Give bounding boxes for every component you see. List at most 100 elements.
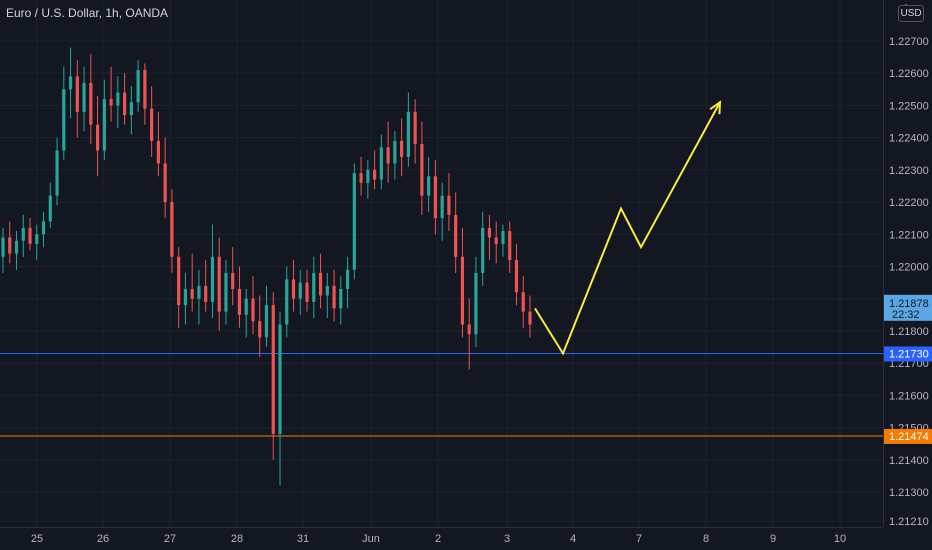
candle-body [508,231,512,261]
candle [8,221,12,264]
candle [21,214,25,257]
candle-body [325,285,329,296]
candle [217,237,221,331]
candle [386,121,390,183]
candle [150,86,154,157]
currency-button[interactable]: USD [898,5,924,22]
candle-body [427,176,431,196]
time-axis[interactable]: 25 26 27 28 31 Jun 2 3 4 7 8 9 10 [31,533,846,545]
candle-body [68,76,73,90]
candle-body [48,195,52,222]
candle-body [359,173,363,183]
candle-body [305,282,309,302]
candle [123,73,127,125]
candles [1,47,532,486]
candle [285,266,289,338]
candle [116,76,120,128]
candle-body [264,305,269,338]
candle [447,173,451,232]
candle [177,247,181,328]
candle [305,269,309,312]
candle-body [217,256,221,312]
candle-body [467,324,471,335]
candle [271,292,275,460]
candle [528,295,532,338]
candle-body [487,227,492,238]
candle [298,269,302,315]
candle-body [393,140,397,164]
candle [291,260,296,312]
candle-body [14,240,19,254]
candle-body [291,279,296,299]
current-price-tag [884,294,932,321]
projection-polyline[interactable] [534,101,721,356]
candle-body [197,285,201,299]
candle-body [251,298,255,322]
candle [170,189,174,273]
candle [28,218,32,251]
price-tick-label: 1.22000 [889,262,929,274]
price-tick-label: 1.22600 [889,68,929,80]
symbol-title[interactable]: Euro / U.S. Dollar, 1h, OANDA [6,6,169,20]
time-tick-label: Jun [362,533,380,545]
candle [41,211,46,248]
grid-lines [0,0,883,527]
price-tick-label: 1.22700 [889,36,929,48]
current-price-label: 1.21878 [889,298,929,310]
time-tick-label: 9 [770,533,776,545]
candle-body [386,147,390,164]
time-tick-label: 8 [703,533,709,545]
candle-body [129,102,133,116]
candle [312,256,316,319]
candle-body [116,92,120,106]
candle-body [143,69,147,109]
candle [345,256,350,309]
candle-body [400,140,404,157]
price-tick-label: 1.21800 [889,326,929,338]
candle [89,53,93,145]
candle [508,221,512,273]
candle [521,276,525,328]
candle [278,311,282,486]
projection-path[interactable] [534,100,722,356]
candle-body [1,237,5,257]
candle [494,221,498,264]
candle-body [352,173,356,270]
candle [258,295,262,357]
candle [35,224,39,261]
horizontal-levels[interactable] [0,352,883,437]
time-tick-label: 4 [570,533,576,545]
candle [1,227,5,273]
candle [75,60,79,138]
candle [406,92,410,167]
candle-body [528,311,532,325]
candle-body [102,98,106,151]
candle [467,298,471,370]
candle-body [345,269,350,290]
candle-body [163,163,167,203]
candle-body [8,237,12,254]
candle [487,214,492,261]
time-tick-label: 26 [97,533,109,545]
candle-body [298,282,302,299]
candle-body [440,195,444,219]
candle [413,98,417,164]
candle-body [75,76,79,112]
candle-body [454,214,458,257]
candle-body [406,111,410,157]
candle [325,272,329,319]
candle [352,163,356,280]
candle [109,66,113,122]
countdown-label: 22:32 [892,309,920,321]
candle-body [318,272,323,296]
candle [244,289,248,338]
candle-body [62,89,66,151]
candle [373,150,377,190]
price-tick-label: 1.22300 [889,165,929,177]
candle [190,253,194,312]
candle-body [237,289,242,315]
candle [14,231,19,270]
candle-body [420,144,424,196]
